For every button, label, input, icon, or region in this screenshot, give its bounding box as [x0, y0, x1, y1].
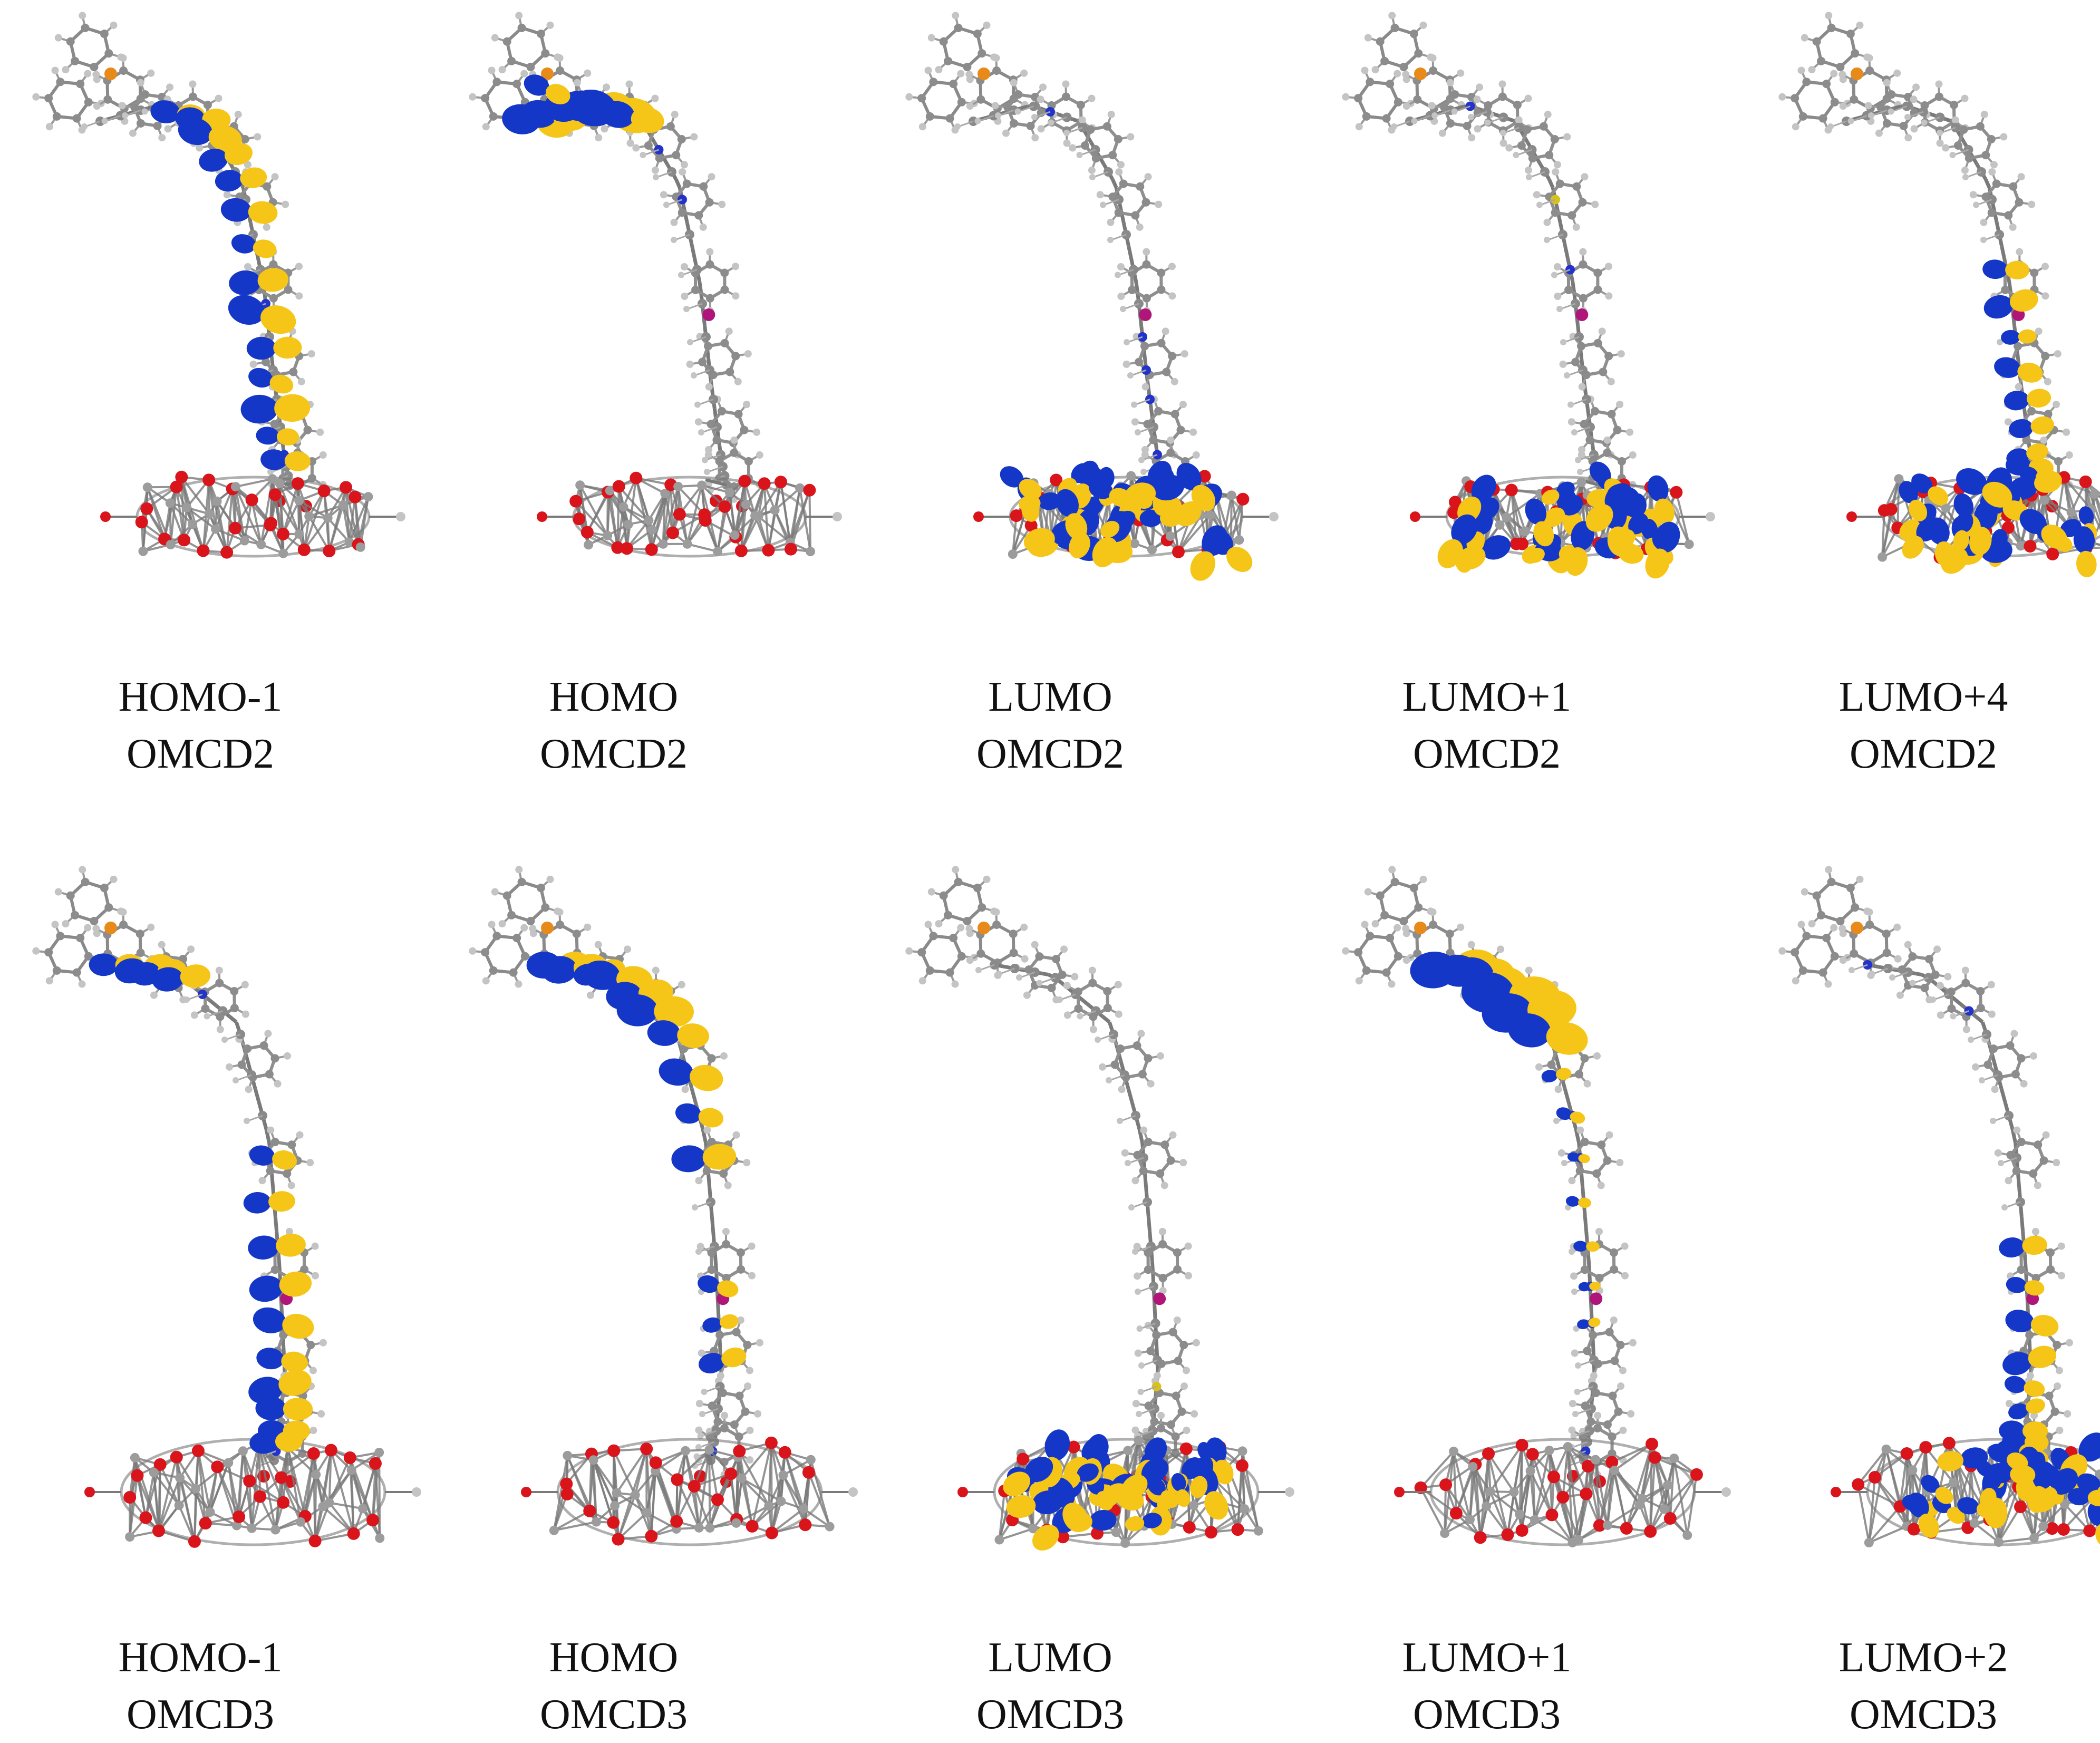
orbital-name: LUMO — [850, 1629, 1251, 1686]
orbital-name: HOMO-1 — [0, 669, 401, 725]
panel-label-r2-c4: LUMO+1 OMCD3 — [1286, 1629, 1687, 1743]
panel-label-r2-c2: HOMO OMCD3 — [413, 1629, 814, 1743]
panel-label-r1-c3: LUMO OMCD2 — [850, 669, 1251, 782]
panel-label-r1-c2: HOMO OMCD2 — [413, 669, 814, 782]
orbital-name: LUMO — [850, 669, 1251, 725]
panel-label-r2-c3: LUMO OMCD3 — [850, 1629, 1251, 1743]
system-name: OMCD3 — [850, 1686, 1251, 1743]
panel-label-r2-c5: LUMO+2 OMCD3 — [1723, 1629, 2100, 1743]
panel-label-r1-c5: LUMO+4 OMCD2 — [1723, 669, 2100, 782]
orbital-name: HOMO-1 — [0, 1629, 401, 1686]
system-name: OMCD3 — [413, 1686, 814, 1743]
system-name: OMCD2 — [413, 725, 814, 782]
panel-label-r1-c4: LUMO+1 OMCD2 — [1286, 669, 1687, 782]
orbital-name: HOMO — [413, 669, 814, 725]
system-name: OMCD3 — [1286, 1686, 1687, 1743]
system-name: OMCD2 — [0, 725, 401, 782]
panel-label-r1-c1: HOMO-1 OMCD2 — [0, 669, 401, 782]
panel-label-r2-c1: HOMO-1 OMCD3 — [0, 1629, 401, 1743]
system-name: OMCD2 — [1286, 725, 1687, 782]
system-name: OMCD2 — [850, 725, 1251, 782]
orbital-name: LUMO+4 — [1723, 669, 2100, 725]
system-name: OMCD2 — [1723, 725, 2100, 782]
orbital-name: LUMO+2 — [1723, 1629, 2100, 1686]
orbital-name: LUMO+1 — [1286, 1629, 1687, 1686]
orbital-name: HOMO — [413, 1629, 814, 1686]
system-name: OMCD3 — [0, 1686, 401, 1743]
orbital-name: LUMO+1 — [1286, 669, 1687, 725]
system-name: OMCD3 — [1723, 1686, 2100, 1743]
